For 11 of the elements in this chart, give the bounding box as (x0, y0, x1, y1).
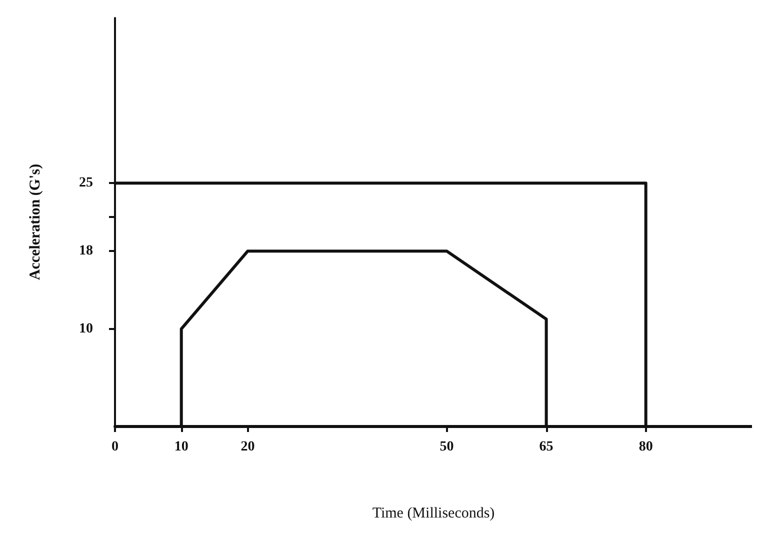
x-axis-title: Time (Milliseconds) (372, 506, 495, 522)
y-tick-label: 10 (79, 321, 93, 336)
x-tick-label: 50 (440, 440, 454, 454)
x-tick-label: 20 (240, 440, 255, 454)
y-axis-title: Acceleration (G's) (28, 164, 44, 280)
x-tick-label: 0 (112, 440, 118, 454)
x-tick-label: 80 (638, 440, 653, 454)
y-tick-label: 18 (79, 244, 93, 259)
y-tick-label: 25 (79, 176, 93, 191)
x-tick-label: 10 (174, 440, 188, 454)
x-tick-label: 65 (539, 440, 554, 454)
